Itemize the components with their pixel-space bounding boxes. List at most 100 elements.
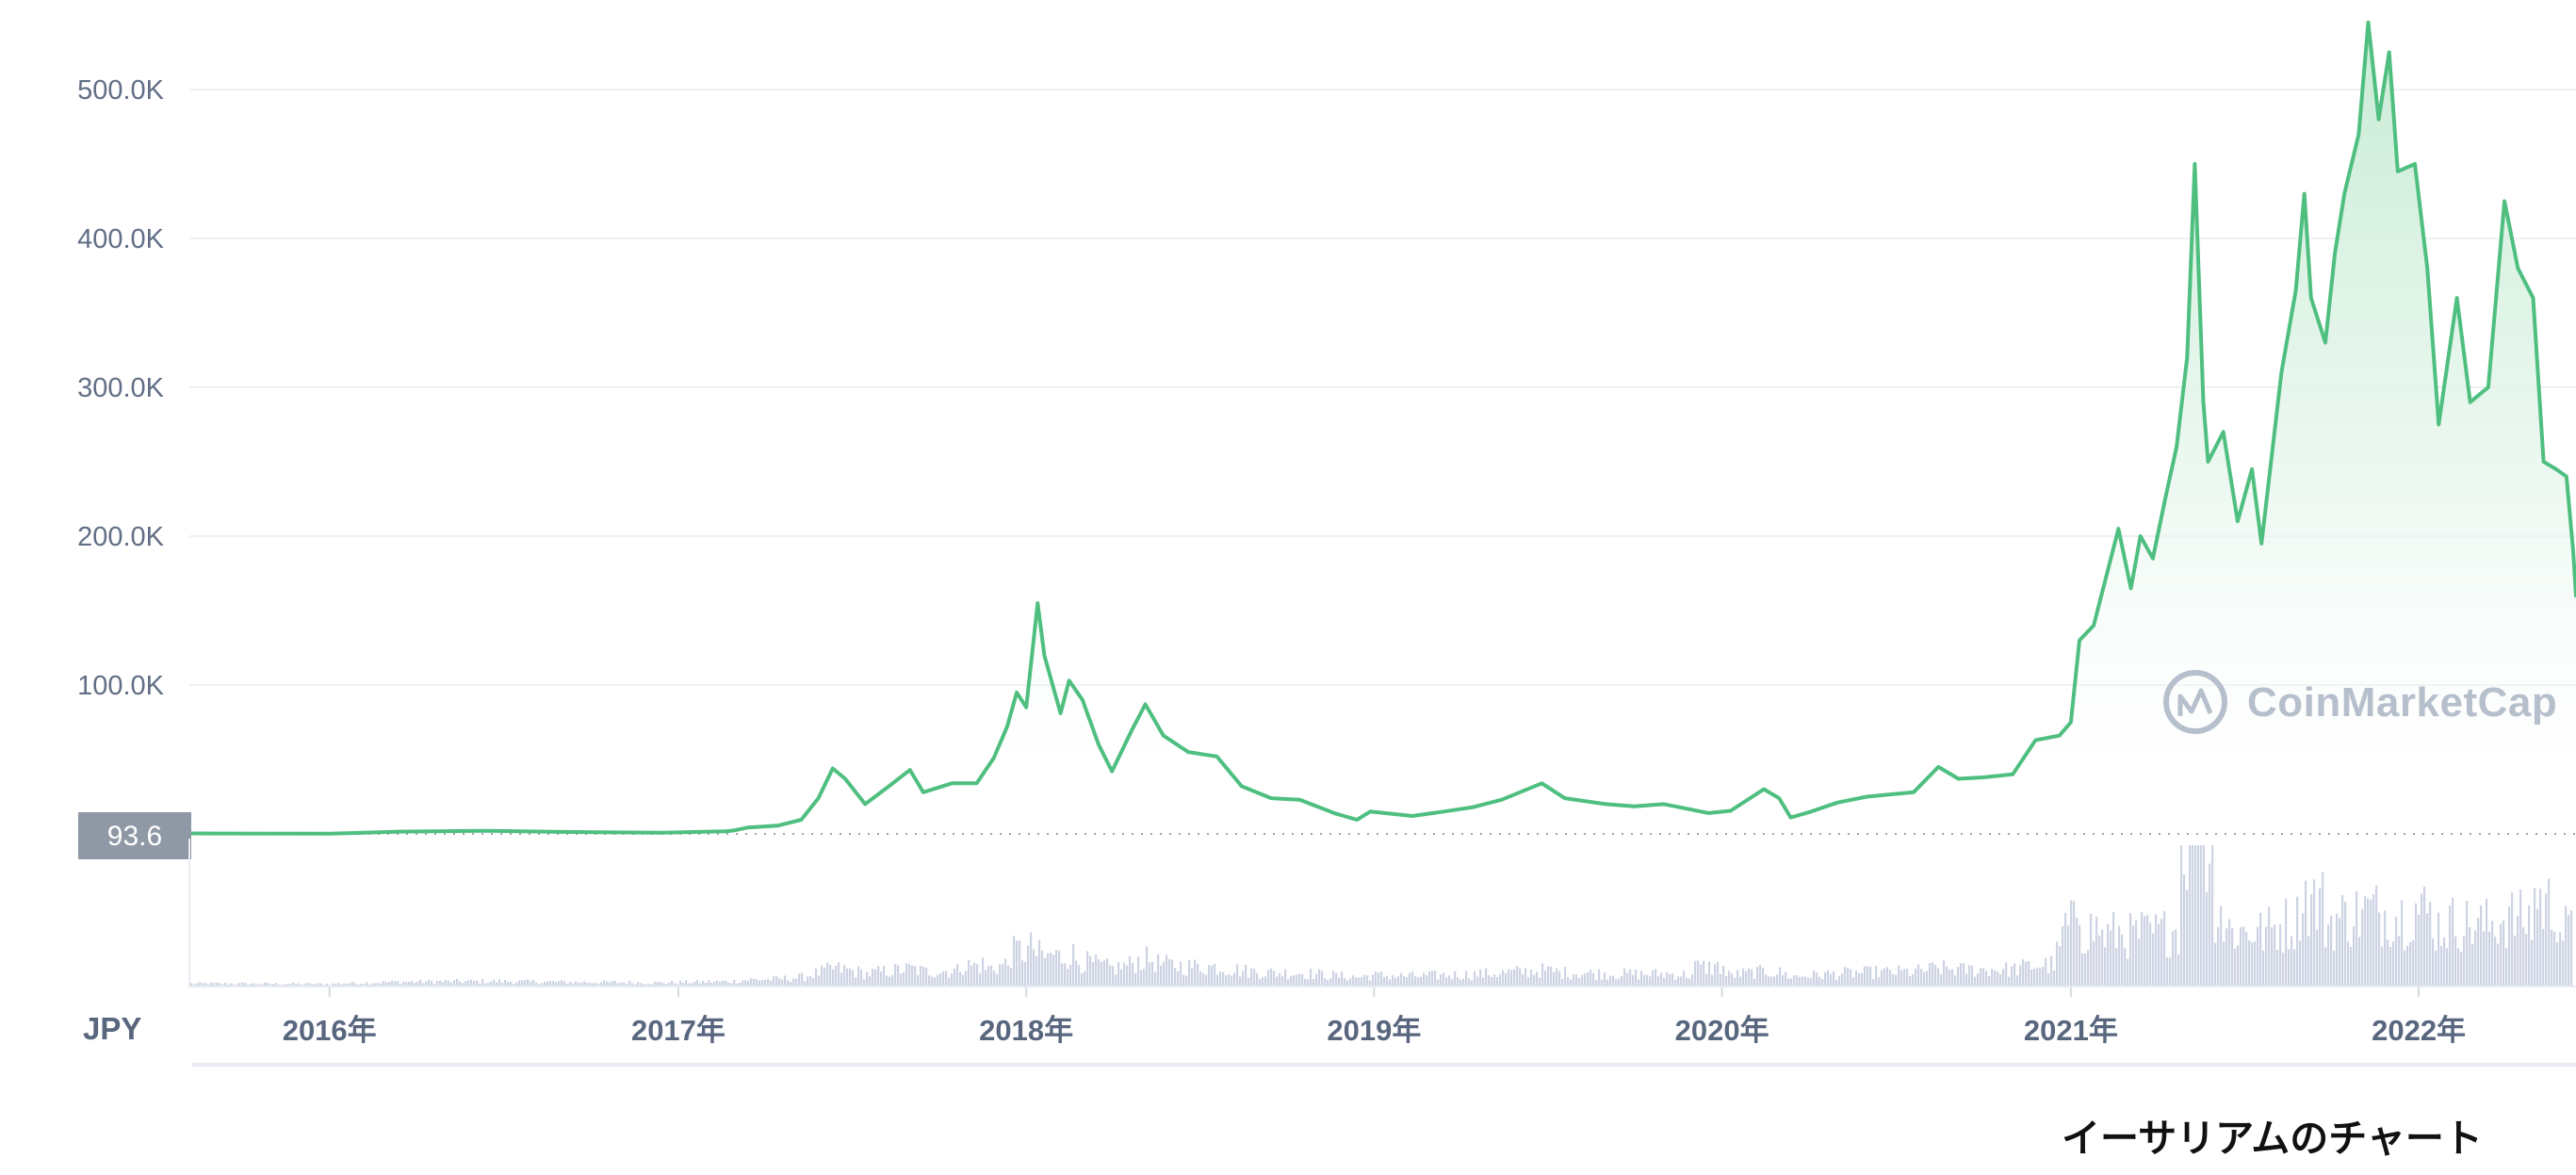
volume-bar xyxy=(1270,968,1273,987)
volume-bar xyxy=(2291,936,2293,987)
volume-bar xyxy=(487,982,490,987)
volume-bar xyxy=(1420,976,1423,987)
volume-bar xyxy=(1188,959,1191,987)
volume-bar xyxy=(1971,965,1974,987)
volume-bar xyxy=(196,983,199,987)
volume-bar xyxy=(2500,923,2503,987)
volume-bar xyxy=(264,982,267,987)
volume-bar xyxy=(2265,926,2268,987)
volume-bar xyxy=(2101,929,2104,987)
volume-bar xyxy=(1016,940,1019,987)
volume-bar xyxy=(634,984,637,987)
volume-bar xyxy=(199,982,202,987)
volume-bar xyxy=(2322,872,2324,987)
volume-bar xyxy=(1544,970,1547,987)
volume-bar xyxy=(993,971,996,987)
volume-bar xyxy=(770,980,773,987)
volume-bar xyxy=(911,965,914,987)
volume-bar xyxy=(566,983,569,987)
volume-bar xyxy=(1968,965,1971,987)
volume-bar xyxy=(411,981,414,987)
volume-bar xyxy=(736,983,739,987)
chart-caption: イーサリアムのチャート xyxy=(2062,1117,2483,1160)
volume-bar xyxy=(1734,977,1736,987)
volume-bar xyxy=(985,970,987,987)
volume-bar xyxy=(1397,976,1400,987)
volume-bar xyxy=(1510,970,1513,987)
volume-bar xyxy=(1383,976,1386,987)
volume-bar xyxy=(448,980,450,987)
volume-bar xyxy=(942,971,945,987)
volume-bar xyxy=(2514,935,2517,987)
volume-bar xyxy=(2519,889,2522,987)
volume-bar xyxy=(521,980,524,987)
volume-bar xyxy=(1909,975,1912,987)
volume-bar xyxy=(1428,971,1431,987)
volume-bar xyxy=(1592,972,1595,987)
volume-bar xyxy=(1095,954,1098,987)
volume-bar xyxy=(538,984,541,987)
volume-bar xyxy=(320,983,323,987)
volume-bar xyxy=(2562,940,2565,987)
volume-bar xyxy=(829,964,832,987)
volume-bar xyxy=(1578,978,1581,987)
volume-bar xyxy=(1276,976,1279,987)
volume-bar xyxy=(1363,974,1366,987)
volume-bar xyxy=(312,984,315,987)
volume-bar xyxy=(465,981,467,987)
volume-bar xyxy=(1982,968,1985,987)
volume-bar xyxy=(1389,979,1392,987)
volume-bar xyxy=(1640,971,1643,987)
volume-bar xyxy=(883,966,886,987)
volume-bar xyxy=(433,984,436,987)
volume-bar xyxy=(2392,941,2395,987)
volume-bar xyxy=(2169,957,2172,987)
volume-bar xyxy=(1833,971,1835,987)
volume-bar xyxy=(2404,950,2406,987)
volume-bar xyxy=(719,981,722,987)
volume-bar xyxy=(258,984,261,987)
volume-bar xyxy=(1850,969,1852,987)
volume-bar xyxy=(493,979,496,987)
volume-bar xyxy=(1459,979,1462,987)
volume-bar xyxy=(1711,974,1714,987)
volume-bar xyxy=(1892,973,1895,987)
volume-bar xyxy=(894,963,897,987)
volume-bar xyxy=(2339,918,2341,987)
volume-bar xyxy=(1623,968,1626,987)
volume-bar xyxy=(693,981,696,987)
volume-bar xyxy=(2225,928,2228,987)
volume-bar xyxy=(2395,916,2398,987)
volume-bar xyxy=(1632,974,1635,987)
volume-bar xyxy=(1770,976,1773,987)
volume-bar xyxy=(2539,889,2542,987)
volume-bar xyxy=(990,965,993,987)
volume-bar xyxy=(1915,969,1917,987)
volume-bar xyxy=(2240,927,2242,987)
volume-bar xyxy=(1242,971,1245,987)
volume-bar xyxy=(2310,894,2313,987)
volume-bar xyxy=(2313,879,2316,987)
volume-bar xyxy=(730,983,733,987)
volume-bar xyxy=(2028,960,2030,987)
volume-bar xyxy=(374,983,377,987)
volume-bar xyxy=(1505,972,1508,987)
volume-bar xyxy=(2220,906,2223,987)
volume-bar xyxy=(1335,972,1338,987)
volume-bar xyxy=(524,980,527,987)
volume-bar xyxy=(1346,980,1349,987)
volume-bar xyxy=(397,981,399,987)
volume-bar xyxy=(2155,914,2158,987)
volume-bar xyxy=(2387,939,2389,987)
volume-bar xyxy=(2209,863,2211,987)
volume-bar xyxy=(1855,971,1858,987)
volume-bar xyxy=(1284,969,1287,987)
volume-bar xyxy=(654,981,657,987)
volume-bar xyxy=(2288,949,2291,987)
volume-bar xyxy=(1411,971,1414,987)
volume-bar xyxy=(391,980,394,987)
volume-bar xyxy=(855,977,857,987)
volume-bar xyxy=(2559,932,2562,987)
volume-bar xyxy=(2389,947,2392,987)
volume-bar xyxy=(1643,974,1646,987)
